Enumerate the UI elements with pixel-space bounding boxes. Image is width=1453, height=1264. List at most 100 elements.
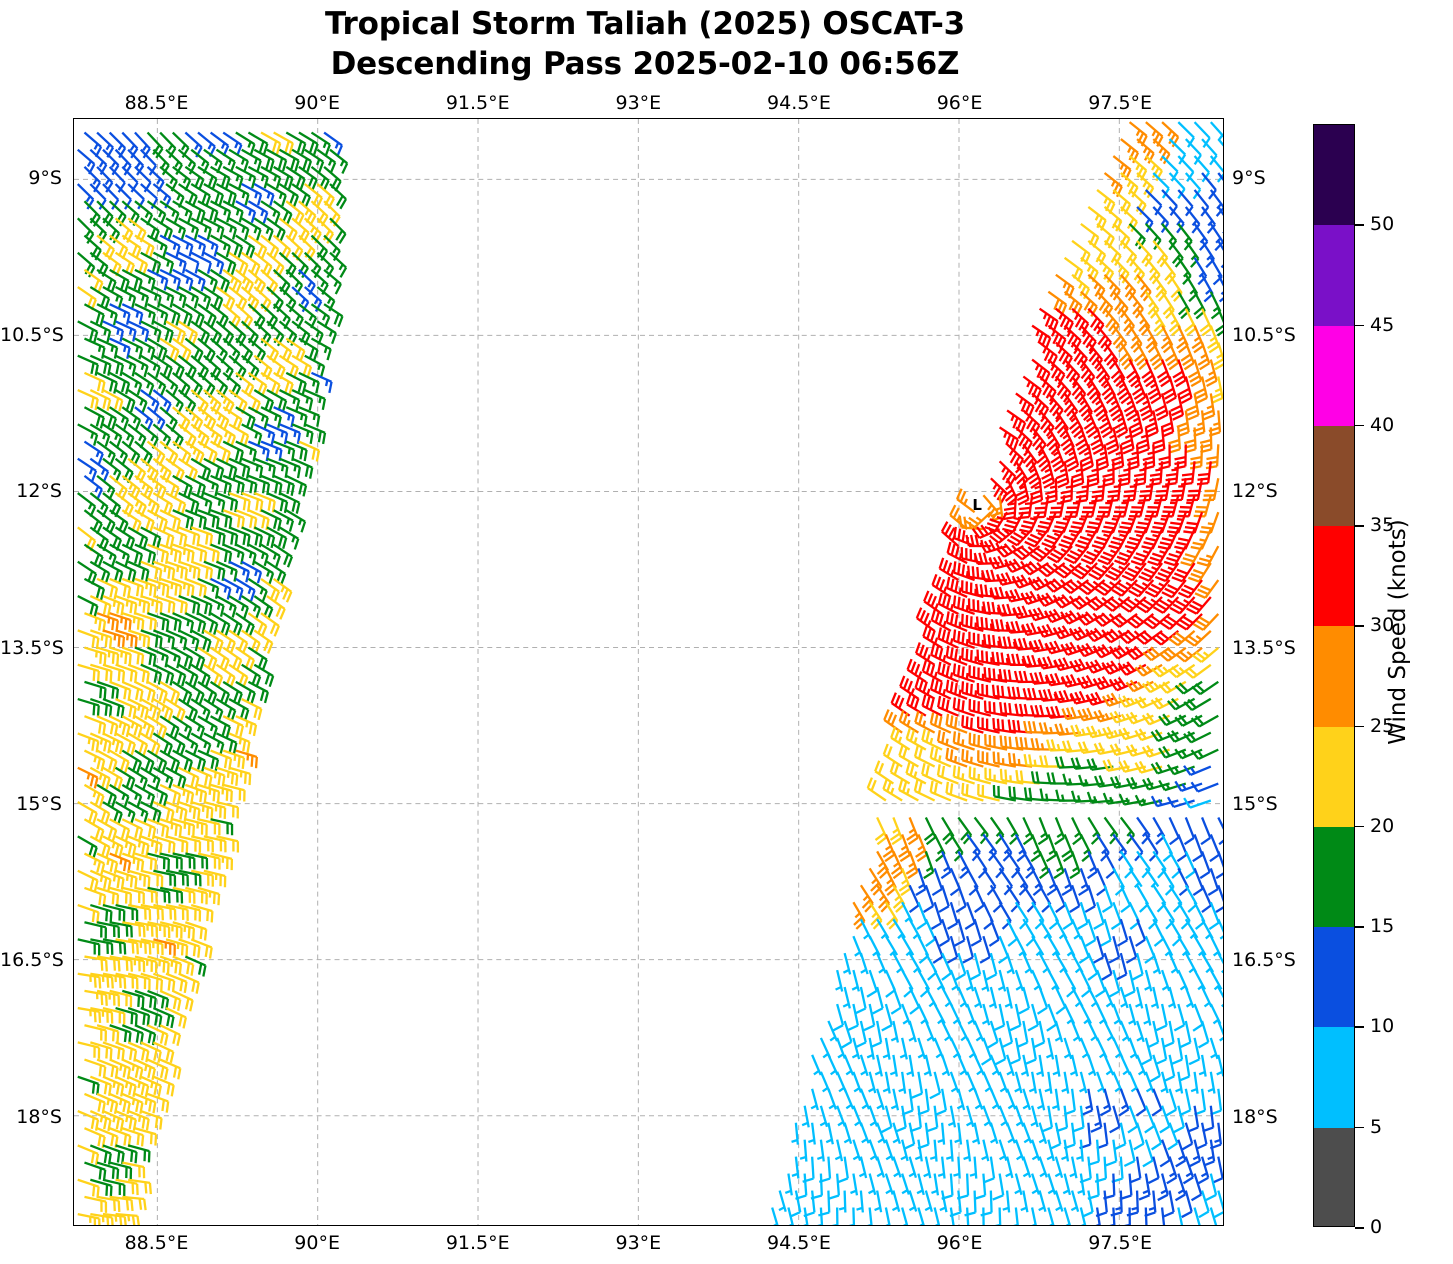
wind-barb (273, 131, 294, 155)
wind-barb (127, 183, 146, 210)
wind-barb (203, 251, 225, 275)
y-tick-label-left: 10.5°S (0, 323, 64, 346)
colorbar-tick-mark (1355, 1026, 1364, 1028)
wind-barb (228, 251, 249, 276)
y-tick-label-left: 16.5°S (0, 949, 64, 972)
wind-barb (146, 371, 167, 397)
colorbar[interactable] (1313, 124, 1355, 1227)
wind-barb (278, 183, 300, 207)
wind-barb (272, 200, 293, 225)
wind-barb (89, 217, 108, 244)
wind-barb (304, 423, 327, 445)
x-tick-label: 91.5°E (445, 92, 510, 114)
wind-barb (241, 457, 264, 479)
wind-barb (273, 371, 294, 395)
wind-barb (316, 251, 335, 279)
colorbar-segment (1314, 225, 1354, 326)
wind-barb (77, 457, 98, 482)
wind-barb (228, 183, 250, 206)
colorbar-tick-mark (1355, 324, 1364, 327)
wind-barb (165, 320, 187, 344)
wind-barb (285, 371, 307, 395)
wind-barb (134, 337, 156, 361)
wind-barb (228, 217, 250, 241)
wind-barb (323, 234, 341, 262)
colorbar-segment (1314, 425, 1354, 527)
wind-barb (165, 492, 187, 515)
wind-barb (279, 457, 302, 479)
map-plot-area[interactable]: L (73, 118, 1224, 1226)
wind-barb (203, 491, 226, 513)
colorbar-tick-mark (1355, 625, 1364, 627)
wind-barb (253, 148, 275, 172)
wind-barb (241, 183, 263, 206)
wind-barb (304, 286, 323, 312)
wind-barb (127, 354, 149, 378)
wind-barb (152, 320, 174, 343)
wind-barb (260, 200, 281, 225)
wind-barb (127, 286, 150, 308)
wind-barb (291, 354, 313, 378)
wind-barb (76, 183, 95, 210)
wind-barb (311, 371, 333, 394)
wind-barb (178, 217, 200, 240)
wind-barb (215, 183, 237, 206)
wind-barb (171, 131, 190, 159)
wind-barb (304, 148, 325, 173)
wind-barb (291, 183, 312, 208)
y-tick-label-left: 13.5°S (0, 636, 64, 659)
wind-barb (279, 423, 301, 445)
wind-barb (152, 148, 170, 176)
wind-barb (102, 354, 125, 377)
wind-barb (260, 371, 281, 396)
wind-barb (109, 268, 130, 292)
wind-barb (303, 251, 322, 279)
wind-barb (178, 320, 199, 345)
colorbar-tick-mark (1355, 1126, 1364, 1129)
colorbar-tick-mark (1355, 725, 1364, 728)
x-tick-label: 90°E (294, 92, 340, 114)
wind-barb (83, 406, 105, 429)
wind-barb (96, 268, 117, 293)
wind-barb (253, 217, 274, 242)
wind-barb (298, 371, 320, 394)
wind-barb (235, 131, 256, 156)
wind-barb (140, 320, 162, 343)
wind-barb (222, 200, 244, 223)
y-tick-label-right: 10.5°S (1232, 323, 1296, 346)
wind-barb (121, 131, 139, 159)
wind-barb (316, 320, 337, 345)
wind-barb (203, 286, 224, 311)
wind-barb (222, 131, 243, 156)
wind-barb (147, 268, 169, 291)
wind-barb (121, 371, 143, 396)
wind-barb (108, 166, 126, 193)
y-tick-label-left: 15°S (16, 792, 62, 815)
wind-barb (190, 217, 212, 240)
y-tick-label-right: 15°S (1232, 792, 1278, 815)
x-tick-label: 97.5°E (1088, 92, 1153, 114)
wind-barb (266, 217, 286, 243)
wind-barb (109, 337, 131, 360)
wind-barb (159, 474, 180, 499)
wind-barb (152, 251, 175, 274)
wind-barb (190, 251, 212, 274)
wind-barb (121, 234, 142, 259)
wind-barb (134, 371, 155, 396)
wind-barb (304, 354, 326, 378)
wind-barb (96, 440, 116, 466)
wind-barb (184, 303, 205, 328)
wind-barb (222, 406, 243, 431)
wind-barb (96, 303, 118, 326)
wind-barb (210, 200, 232, 223)
wind-barb (178, 492, 200, 515)
wind-barb (165, 251, 187, 274)
wind-barb (102, 183, 120, 210)
wind-barb (184, 200, 206, 224)
wind-barb (316, 148, 337, 174)
wind-barb (159, 234, 181, 257)
wind-barb (291, 251, 309, 279)
colorbar-tick-mark (1355, 424, 1364, 427)
wind-barb (203, 217, 225, 240)
colorbar-tick-label: 15 (1370, 915, 1395, 938)
